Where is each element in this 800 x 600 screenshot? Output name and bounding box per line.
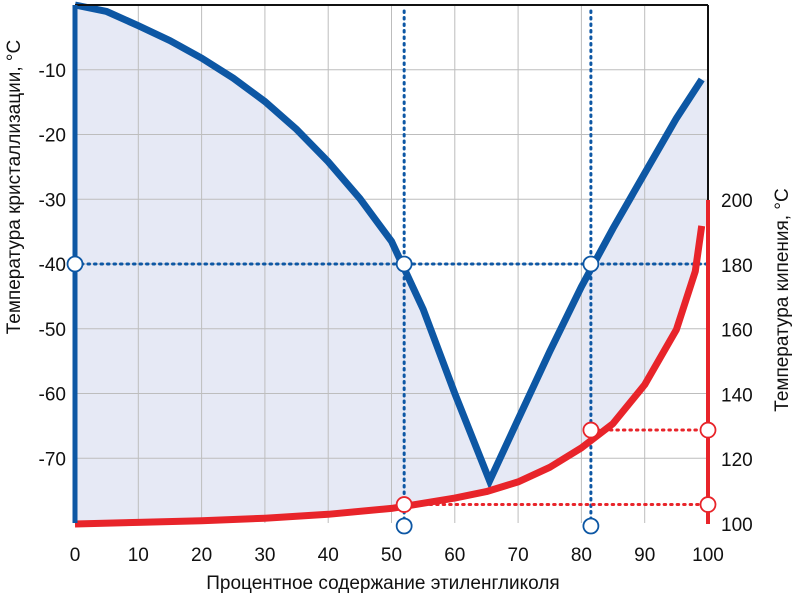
y-left-tick-label: -10 <box>39 61 66 82</box>
y-right-axis-title: Температура кипения, °C <box>772 188 793 411</box>
x-tick-label: 40 <box>318 545 339 566</box>
marker-crystallization-81 <box>582 255 600 273</box>
marker-crystallization-52 <box>395 255 413 273</box>
marker-x-axis-52 <box>395 517 413 535</box>
y-right-tick-label: 100 <box>721 515 753 536</box>
y-left-axis-title: Температура кристаллизации, °C <box>4 40 25 334</box>
series-crystallization-line <box>74 1 705 490</box>
y-right-tick-label: 120 <box>721 450 753 471</box>
x-tick-label: 100 <box>692 545 724 566</box>
y-right-tick-label: 140 <box>721 385 753 406</box>
y-right-tick-label: 200 <box>721 191 753 212</box>
y-left-tick-label: -30 <box>39 190 66 211</box>
marker-right-axis-81 <box>699 421 717 439</box>
x-tick-label: 20 <box>191 545 212 566</box>
x-tick-label: 90 <box>634 545 655 566</box>
x-axis-title: Процентное содержание этиленгликоля <box>206 573 559 594</box>
marker-x-axis-81 <box>582 517 600 535</box>
x-tick-label: 80 <box>571 545 592 566</box>
y-left-tick-label: -70 <box>39 449 66 470</box>
marker-boiling-81 <box>582 421 600 439</box>
series-boiling-line <box>74 225 706 528</box>
x-tick-label: 70 <box>508 545 529 566</box>
y-left-tick-label: -20 <box>39 126 66 147</box>
y-right-tick-label: 160 <box>721 321 753 342</box>
marker-right-axis-52 <box>699 496 717 513</box>
x-tick-label: 60 <box>444 545 465 566</box>
y-right-tick-label: 180 <box>721 256 753 277</box>
x-tick-label: 10 <box>128 545 149 566</box>
y-left-tick-label: -50 <box>39 320 66 341</box>
x-tick-label: 30 <box>254 545 275 566</box>
x-tick-label: 0 <box>70 545 81 566</box>
y-left-tick-label: -40 <box>39 255 66 276</box>
x-tick-label: 50 <box>381 545 402 566</box>
y-left-tick-label: -60 <box>39 385 66 406</box>
marker-left-axis <box>66 255 84 273</box>
marker-boiling-52 <box>395 496 413 513</box>
